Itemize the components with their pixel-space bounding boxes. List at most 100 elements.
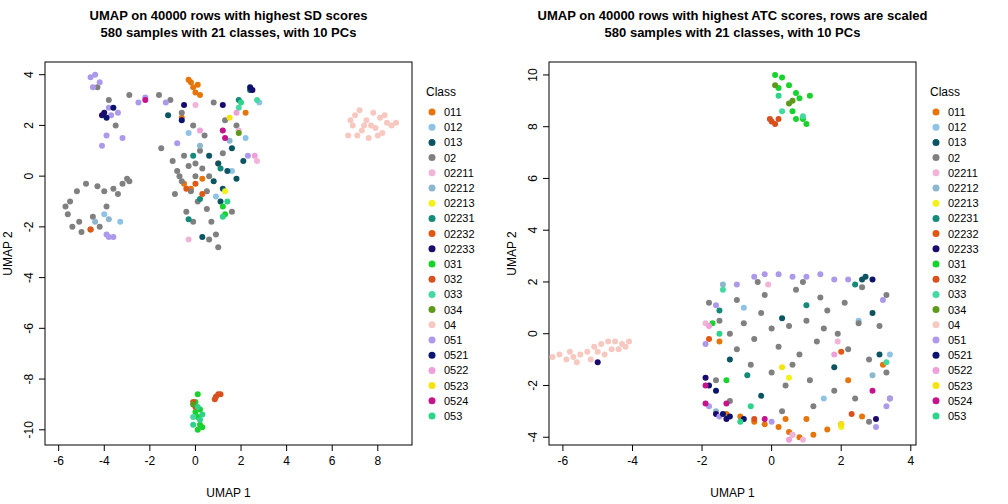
- legend-label: 02211: [444, 167, 474, 179]
- legend-marker: [429, 215, 436, 222]
- point: [97, 224, 103, 230]
- legend-label: 034: [948, 304, 966, 316]
- legend-label: 012: [948, 121, 966, 133]
- point: [727, 331, 733, 337]
- legend-label: 02231: [948, 212, 979, 224]
- x-tick-label: 2: [238, 454, 245, 468]
- x-tick: [58, 445, 59, 451]
- point: [577, 351, 583, 357]
- legend-label: 0521: [948, 349, 972, 361]
- point: [703, 401, 709, 407]
- point: [563, 357, 569, 363]
- legend-marker: [429, 230, 436, 237]
- y-tick: [39, 176, 45, 177]
- point: [195, 391, 201, 397]
- point: [595, 359, 601, 365]
- point: [220, 102, 226, 108]
- point: [135, 100, 141, 106]
- point: [67, 199, 73, 205]
- legend-marker: [429, 321, 436, 328]
- y-tick: [543, 126, 549, 127]
- x-tick: [910, 445, 911, 451]
- point: [720, 282, 726, 288]
- y-tick: [39, 226, 45, 227]
- point: [786, 375, 792, 381]
- legend-label: 031: [948, 258, 966, 270]
- point: [706, 323, 712, 329]
- point: [849, 411, 855, 417]
- point: [197, 143, 203, 149]
- legend-label: 011: [444, 106, 462, 118]
- point: [800, 437, 806, 443]
- legend-marker: [933, 230, 940, 237]
- legend: Class01101201302022110221202213022310223…: [922, 82, 1002, 429]
- point: [779, 408, 785, 414]
- legend-label: 02212: [444, 182, 475, 194]
- legend-label: 0523: [948, 380, 972, 392]
- point: [817, 294, 823, 300]
- point: [772, 121, 778, 127]
- legend-label: 013: [444, 136, 462, 148]
- point: [598, 341, 604, 347]
- point: [176, 173, 182, 179]
- legend-box: [922, 82, 1002, 429]
- point: [570, 354, 576, 360]
- point: [243, 110, 249, 116]
- y-tick: [39, 277, 45, 278]
- point: [751, 336, 757, 342]
- legend-marker: [429, 291, 436, 298]
- point: [186, 163, 192, 169]
- point: [206, 153, 212, 159]
- point: [790, 432, 796, 438]
- point: [779, 315, 785, 321]
- point: [206, 173, 212, 179]
- y-tick: [543, 230, 549, 231]
- point: [229, 145, 235, 151]
- y-tick-label: -6: [22, 323, 36, 334]
- point: [790, 362, 796, 368]
- point: [880, 297, 886, 303]
- point: [838, 421, 844, 427]
- point: [720, 411, 726, 417]
- point: [172, 191, 178, 197]
- point: [368, 122, 374, 128]
- point: [179, 117, 185, 123]
- legend-label: 011: [948, 106, 966, 118]
- y-tick: [543, 437, 549, 438]
- legend-label: 033: [948, 288, 966, 300]
- point: [703, 382, 709, 388]
- legend-label: 02232: [444, 228, 475, 240]
- point: [870, 372, 876, 378]
- point: [199, 191, 205, 197]
- legend-label: 02211: [948, 167, 978, 179]
- legend-label: 02233: [444, 243, 475, 255]
- point: [211, 178, 217, 184]
- x-tick-label: -2: [145, 454, 156, 468]
- point: [190, 422, 196, 428]
- point: [807, 377, 813, 383]
- point: [883, 403, 889, 409]
- y-tick-label: -2: [22, 221, 36, 232]
- legend-label: 02: [948, 152, 960, 164]
- point: [357, 107, 363, 113]
- point: [713, 302, 719, 308]
- point: [215, 244, 221, 250]
- point: [852, 282, 858, 288]
- y-tick: [39, 328, 45, 329]
- y-tick: [543, 385, 549, 386]
- point: [63, 204, 69, 210]
- point: [222, 135, 228, 141]
- point: [120, 181, 126, 187]
- point: [240, 158, 246, 164]
- point: [345, 133, 351, 139]
- legend-marker: [429, 413, 436, 420]
- point: [810, 432, 816, 438]
- y-tick-label: -10: [22, 421, 36, 439]
- point: [197, 127, 203, 133]
- title: UMAP on 40000 rows with highest ATC scor…: [538, 8, 928, 23]
- y-tick: [39, 125, 45, 126]
- point: [243, 135, 249, 141]
- legend-label: 051: [948, 334, 966, 346]
- y-tick: [543, 333, 549, 334]
- point: [776, 93, 782, 99]
